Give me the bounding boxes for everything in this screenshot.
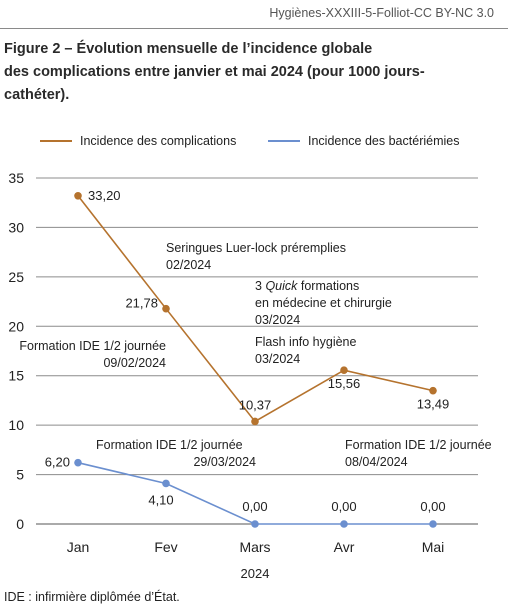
y-tick-label-35: 35	[8, 170, 24, 186]
legend-label-complications: Incidence des complications	[80, 134, 237, 148]
grid-lines	[36, 177, 478, 525]
legend-swatch-bacteriemies	[268, 140, 300, 142]
annotation-0-line-0: Seringues Luer-lock préremplies	[166, 241, 346, 255]
point-s0-mars	[251, 417, 259, 426]
header-rule	[0, 28, 508, 29]
annotation-4-line-1: 29/03/2024	[193, 455, 256, 469]
annotation-5-line-0: Formation IDE 1/2 journée	[345, 438, 492, 452]
figure-title-line-3: cathéter).	[4, 87, 70, 103]
annotation-3-line-1: 09/02/2024	[103, 356, 166, 370]
legend-item-bacteriemies: Incidence des bactériémies	[268, 134, 459, 148]
legend-label-bacteriemies: Incidence des bactériémies	[308, 134, 460, 148]
x-axis-label: 2024	[241, 566, 270, 581]
data-label-s0-jan: 33,20	[88, 188, 121, 203]
point-s0-avr	[340, 366, 348, 374]
x-tick-label-fev: Fev	[154, 539, 177, 555]
data-label-s1-mars: 0,00	[242, 499, 267, 514]
annotation-4-line-0: Formation IDE 1/2 journée	[96, 438, 243, 452]
series-layer: 33,20 21,78 10,37 15,56 13,49 6,20 4,10 0,00 0,0…	[45, 188, 450, 528]
annotation-4: Formation IDE 1/2 journée 29/03/2024	[96, 438, 256, 469]
annotation-0: Seringues Luer-lock préremplies 02/2024	[166, 241, 346, 272]
credit-line: Hygiènes-XXXIII-5-Folliot-CC BY-NC 3.0	[269, 6, 494, 20]
point-s0-fev	[162, 304, 170, 313]
annotation-3: Formation IDE 1/2 journée 09/02/2024	[19, 339, 166, 370]
annotation-2: Flash info hygiène 03/2024	[255, 335, 357, 366]
figure-title: Figure 2 – Évolution mensuelle de l’inci…	[4, 38, 484, 107]
y-tick-label-5: 5	[16, 467, 24, 483]
series-line-1	[77, 461, 433, 525]
y-tick-label-30: 30	[8, 219, 24, 235]
line-chart: 0 5 10 15 20 25 30 35 Jan Fev Mars Avr Mai 33,20 21,…	[8, 170, 491, 581]
point-s1-mars	[251, 520, 259, 528]
annotation-1-line-2: 03/2024	[255, 313, 300, 327]
annotations-layer: Seringues Luer-lock préremplies 02/2024 3 …	[19, 241, 491, 469]
y-tick-label-25: 25	[8, 269, 24, 285]
x-tick-label-mai: Mai	[422, 539, 445, 555]
chart-legend: Incidence des complications Incidence de…	[40, 134, 508, 154]
point-s1-mai	[429, 520, 437, 528]
point-s1-avr	[340, 520, 348, 528]
x-tick-label-avr: Avr	[334, 539, 355, 555]
data-label-s1-fev: 4,10	[148, 492, 173, 507]
annotation-5: Formation IDE 1/2 journée 08/04/2024	[345, 438, 492, 469]
point-s0-mai	[429, 386, 437, 395]
y-tick-label-10: 10	[8, 417, 24, 433]
figure-title-line-1: Figure 2 – Évolution mensuelle de l’inci…	[4, 41, 373, 57]
legend-swatch-complications	[40, 140, 72, 142]
point-s1-jan	[74, 458, 82, 467]
data-label-s0-mai: 13,49	[417, 397, 450, 412]
annotation-1-line-1: en médecine et chirurgie	[255, 296, 392, 310]
annotation-5-line-1: 08/04/2024	[345, 455, 408, 469]
figure-title-line-2: des complications entre janvier et mai 2…	[4, 64, 425, 80]
annotation-2-line-0: Flash info hygiène	[255, 335, 357, 349]
point-s1-fev	[162, 479, 170, 488]
y-tick-label-0: 0	[16, 516, 24, 532]
x-axis-ticks: Jan Fev Mars Avr Mai	[67, 539, 445, 555]
annotation-1-line-0: 3 Quick formations	[255, 279, 359, 293]
y-tick-label-20: 20	[8, 318, 24, 334]
data-label-s0-fev: 21,78	[125, 296, 158, 311]
annotation-1: 3 Quick formations en médecine et chirurg…	[255, 279, 392, 327]
annotation-0-line-1: 02/2024	[166, 258, 211, 272]
point-s0-jan	[74, 191, 82, 200]
y-tick-label-15: 15	[8, 368, 24, 384]
data-label-s1-jan: 6,20	[45, 455, 70, 470]
x-tick-label-mars: Mars	[239, 539, 270, 555]
annotation-3-line-0: Formation IDE 1/2 journée	[19, 339, 166, 353]
footnote: IDE : infirmière diplômée d’État.	[4, 590, 180, 604]
legend-item-complications: Incidence des complications	[40, 134, 236, 148]
data-label-s1-avr: 0,00	[331, 499, 356, 514]
y-axis-ticks: 0 5 10 15 20 25 30 35	[8, 170, 24, 532]
data-label-s1-mai: 0,00	[420, 499, 445, 514]
data-label-s0-mars: 10,37	[239, 397, 272, 412]
x-tick-label-jan: Jan	[67, 539, 90, 555]
annotation-2-line-1: 03/2024	[255, 352, 300, 366]
data-label-s0-avr: 15,56	[328, 376, 361, 391]
